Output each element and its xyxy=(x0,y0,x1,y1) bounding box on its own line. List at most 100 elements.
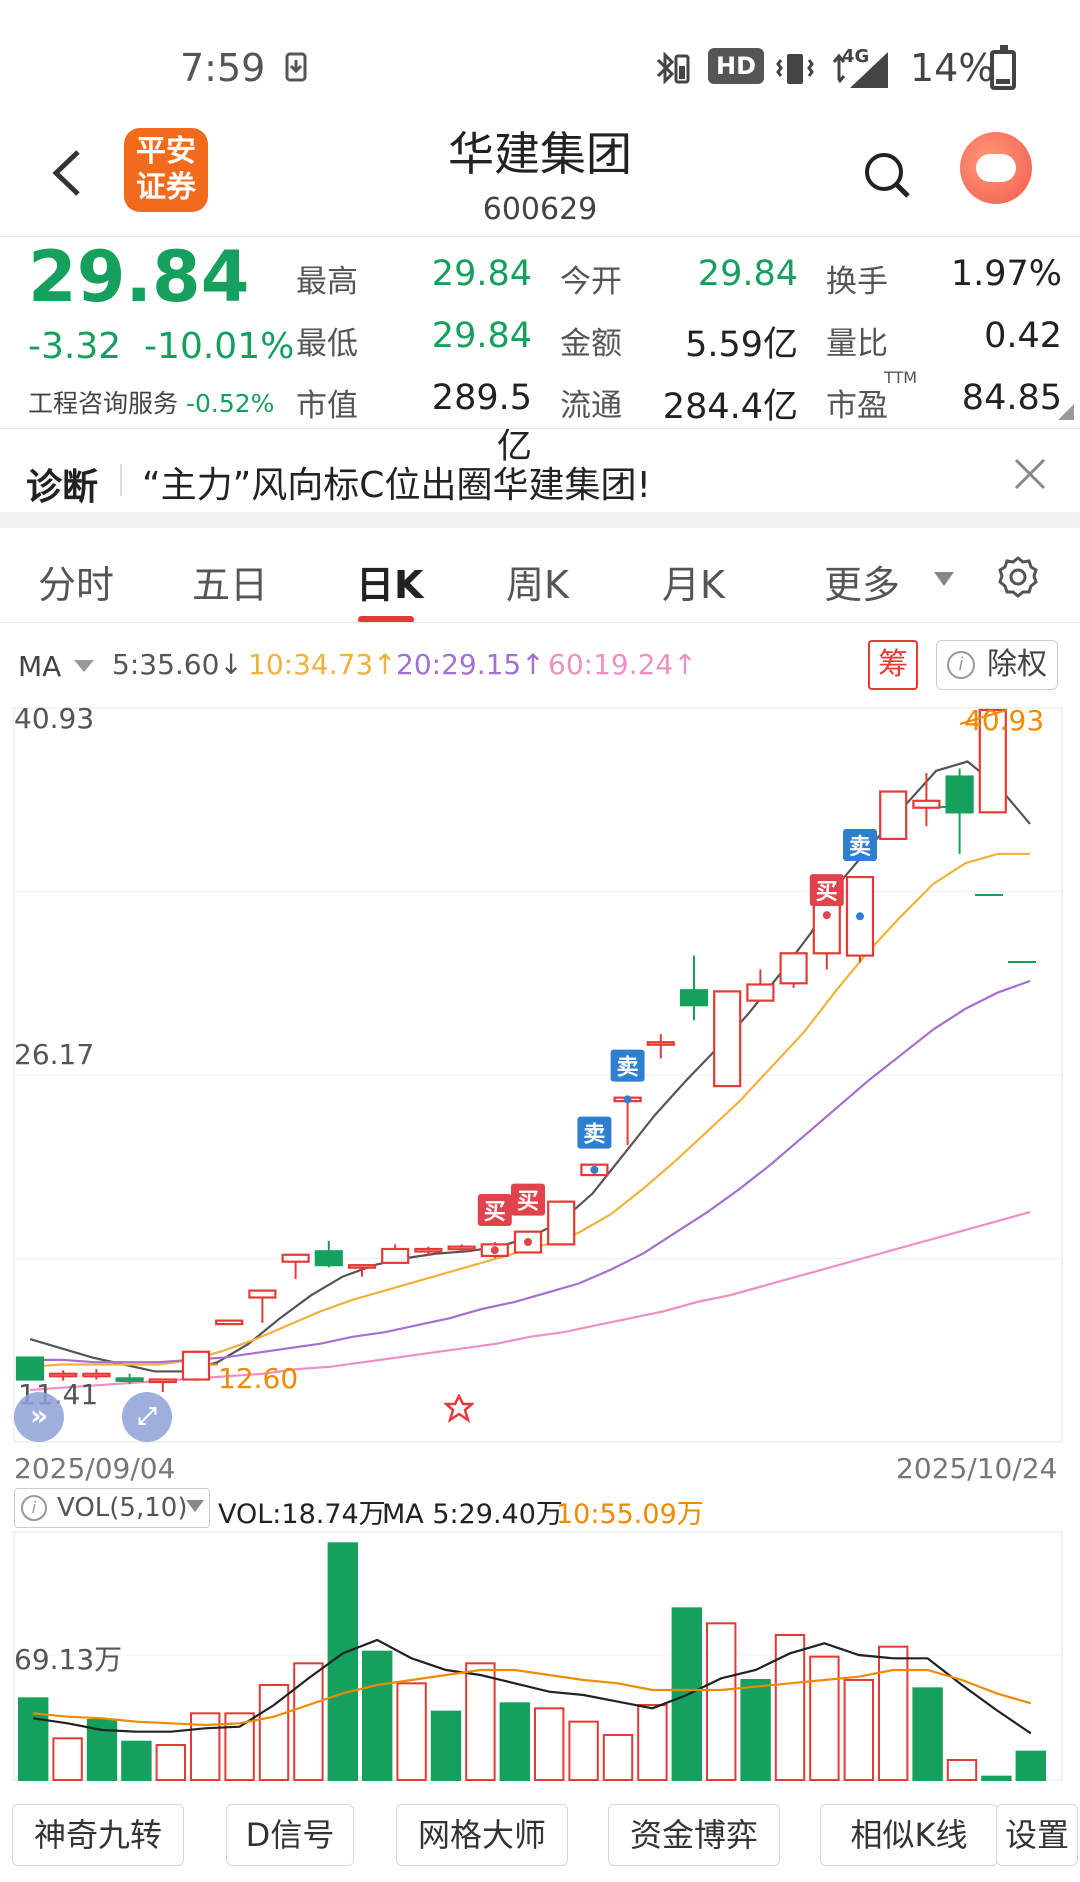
turnover-label: 换手 xyxy=(826,264,888,300)
volume-bar xyxy=(18,1697,49,1781)
chevron-down-icon[interactable] xyxy=(934,572,954,586)
float-cap-value: 284.4亿 xyxy=(662,387,798,427)
volume-bar xyxy=(774,1634,806,1781)
vol-value: VOL:18.74万 xyxy=(218,1499,386,1530)
volume-bar xyxy=(602,1734,634,1781)
tab-more[interactable]: 更多 xyxy=(824,563,901,607)
fullscreen-icon[interactable]: ⤢ xyxy=(122,1392,172,1442)
search-icon[interactable] xyxy=(862,150,912,200)
change-percent: -10.01% xyxy=(144,326,295,367)
volume-bar xyxy=(293,1662,324,1781)
tab-intraday[interactable]: 分时 xyxy=(38,563,115,607)
vol-ma-line-ma5 xyxy=(33,1638,1032,1735)
open-label: 今开 xyxy=(560,264,622,300)
candle-body xyxy=(547,1200,576,1246)
candle-body xyxy=(15,1356,45,1381)
assistant-avatar-icon[interactable] xyxy=(960,132,1032,204)
broker-logo: 平安 证券 xyxy=(124,128,208,212)
ma60-value: 60:19.24↑ xyxy=(548,648,697,681)
industry-info[interactable]: 工程咨询服务 -0.52% xyxy=(28,384,274,420)
diagnosis-label: 诊断 xyxy=(26,467,99,508)
amount-label: 金额 xyxy=(560,326,622,362)
volume-bar xyxy=(809,1655,840,1781)
signal-badge xyxy=(477,1194,512,1227)
buy-signal-label: 买 xyxy=(484,1200,506,1225)
industry-label: 工程咨询服务 xyxy=(28,389,179,418)
signal-badge xyxy=(843,829,877,862)
tab-daily-k[interactable]: 日K xyxy=(356,563,424,607)
volume-bar xyxy=(465,1662,496,1781)
ma-caret-icon[interactable] xyxy=(74,660,94,672)
status-time: 7:59 xyxy=(180,46,266,90)
high-price-marker: 40.93 xyxy=(964,704,1045,737)
diagnosis-text[interactable]: “主力”风向标C位出圈华建集团! xyxy=(142,465,651,506)
y-axis-top-label: 40.93 xyxy=(14,702,95,735)
tool-fund-game[interactable]: 资金博弈 xyxy=(608,1804,780,1866)
market-cap-label: 市值 xyxy=(296,388,358,424)
active-tab-indicator xyxy=(358,616,414,623)
tool-settings[interactable]: 设置 xyxy=(996,1804,1078,1866)
buy-signal-label: 买 xyxy=(816,880,838,905)
high-label: 最高 xyxy=(296,264,358,300)
stock-code: 600629 xyxy=(482,192,598,227)
chip-distribution-button[interactable]: 筹 xyxy=(868,640,918,690)
signal-badge xyxy=(610,1049,645,1082)
header-divider xyxy=(0,236,1080,237)
tab-weekly-k[interactable]: 周K xyxy=(506,563,569,607)
last-price: 29.84 xyxy=(28,236,250,318)
candlestick-chart[interactable]: 买买卖卖买卖 xyxy=(0,700,1080,1450)
expand-left-icon[interactable]: » xyxy=(14,1392,64,1442)
candle-body xyxy=(115,1377,144,1382)
date-start: 2025/09/04 xyxy=(14,1452,176,1485)
amount-value: 5.59亿 xyxy=(685,325,798,365)
volume-chart[interactable] xyxy=(0,1530,1080,1786)
pe-label: 市盈 xyxy=(826,388,888,424)
pe-ttm-suffix: TTM xyxy=(884,368,918,387)
volume-bar xyxy=(396,1682,427,1781)
candle-body xyxy=(381,1247,410,1264)
download-icon xyxy=(285,52,307,82)
battery-icon xyxy=(990,45,1016,90)
volume-bar xyxy=(499,1702,531,1781)
close-icon[interactable] xyxy=(1012,456,1048,492)
volume-bar xyxy=(843,1679,874,1781)
candle-body xyxy=(181,1350,211,1381)
ma-selector[interactable]: MA xyxy=(18,650,62,683)
tool-grid-master[interactable]: 网格大师 xyxy=(396,1804,568,1866)
volume-bar xyxy=(740,1679,771,1781)
vol-y-label: 69.13万 xyxy=(14,1643,123,1676)
tab-monthly-k[interactable]: 月K xyxy=(662,563,725,607)
candle-body xyxy=(215,1319,244,1326)
industry-change: -0.52% xyxy=(185,389,275,418)
pe-value: 84.85 xyxy=(961,378,1062,418)
volume-bar xyxy=(430,1710,462,1782)
vibrate-icon xyxy=(776,54,814,84)
hd-badge: HD xyxy=(708,48,765,84)
network-type: 4G xyxy=(842,46,870,67)
ma20-value: 20:29.15↑ xyxy=(396,648,545,681)
tool-similar-kline[interactable]: 相似K线 xyxy=(820,1804,998,1866)
candle-body xyxy=(912,799,941,809)
change-value: -3.32 xyxy=(28,326,122,367)
back-arrow-icon[interactable] xyxy=(48,148,88,198)
date-end: 2025/10/24 xyxy=(896,1452,1058,1485)
tool-d-signal[interactable]: D信号 xyxy=(226,1804,354,1866)
volume-bar xyxy=(878,1645,909,1781)
volume-bar xyxy=(534,1707,565,1781)
volume-bar xyxy=(912,1687,943,1781)
tab-five-day[interactable]: 五日 xyxy=(192,563,269,607)
adjust-button-label: 除权 xyxy=(987,647,1047,682)
buy-signal-label: 买 xyxy=(517,1190,539,1215)
volume-indicator-selector[interactable]: i VOL(5,10) xyxy=(14,1488,210,1528)
ma-line-ma10 xyxy=(29,852,1030,1368)
chevron-down-icon[interactable] xyxy=(186,1500,204,1514)
quote-divider xyxy=(0,428,1080,429)
turnover-value: 1.97% xyxy=(950,254,1062,294)
event-star-icon[interactable] xyxy=(444,1394,474,1424)
gear-icon[interactable] xyxy=(996,556,1040,600)
diagnosis-separator xyxy=(120,464,122,496)
ma5-value: 5:35.60↓ xyxy=(112,648,243,681)
adjust-button[interactable]: i 除权 xyxy=(936,640,1058,690)
volume-bar xyxy=(706,1622,737,1782)
tool-magic-nine[interactable]: 神奇九转 xyxy=(12,1804,184,1866)
